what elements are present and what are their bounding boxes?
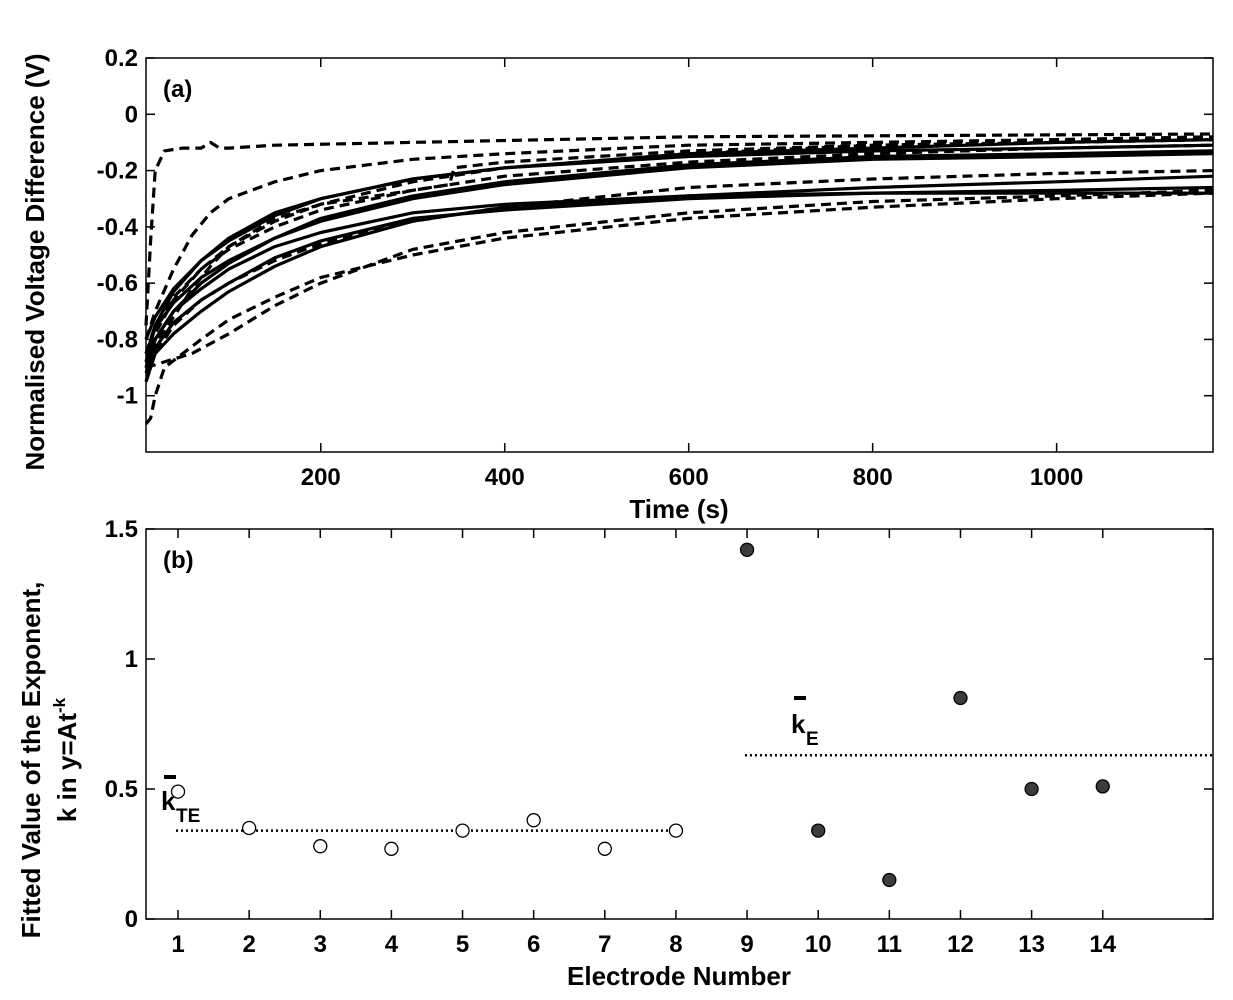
x-tick-label: 9 (740, 931, 753, 958)
filled-point-electrode-9 (739, 542, 755, 557)
y-tick-label: -0.8 (97, 326, 138, 353)
k-e-label-base: k (791, 709, 806, 739)
y-tick-label: 1.5 (105, 516, 138, 543)
panel-b-data-points (170, 542, 1110, 888)
filled-point-electrode-12 (953, 690, 968, 706)
x-tick-label: 4 (385, 931, 399, 958)
mean-label-k-e: k E (791, 696, 819, 750)
x-tick-label: 1 (171, 931, 184, 958)
panel-a-x-axis-label: Time (s) (629, 494, 728, 524)
series-line-8 (144, 138, 1214, 363)
x-tick-label: 600 (669, 464, 709, 491)
y-tick-label: 0 (125, 906, 138, 933)
open-point-electrode-7 (597, 841, 612, 856)
panel-b-y-axis-label-line-1: Fitted Value of the Exponent, (16, 582, 46, 939)
panel-a-y-ticks: 0.2 0 -0.2 -0.4 -0.6 -0.8 -1 (97, 45, 1213, 410)
x-tick-label: 200 (301, 464, 341, 491)
filled-point-electrode-14 (1095, 779, 1110, 794)
series-line-13 (144, 149, 1214, 369)
panel-a: 200 400 600 800 1000 0.20-0.2-0.4-0.6-0.8-1 … (20, 45, 1214, 524)
series-line-14 (144, 152, 1214, 355)
x-tick-label: 2 (242, 931, 255, 958)
x-tick-label: 6 (527, 931, 540, 958)
panel-b-y-axis-label-line-2-text: k in y=At-k (50, 697, 82, 822)
series-line-6 (144, 143, 1214, 354)
series-line-7 (144, 169, 1214, 383)
series-line-15 (144, 143, 1214, 341)
x-tick-label: 8 (669, 931, 682, 958)
y-tick-label: 1 (125, 646, 138, 673)
open-point-electrode-5 (455, 823, 470, 838)
panel-a-plot-frame (145, 57, 1214, 453)
x-tick-label: 800 (853, 464, 893, 491)
x-tick-label: 5 (456, 931, 469, 958)
y-tick-label: -1 (117, 383, 138, 410)
panel-b-x-ticks: 1 2 3 4 5 6 7 8 9 10 11 12 13 14 (171, 529, 1117, 958)
panel-b-label: (b) (163, 547, 194, 574)
x-tick-label: 7 (598, 931, 611, 958)
panel-b: 1 2 3 4 5 6 7 8 9 10 11 12 13 14 00.511.5 (b) k TE k … (16, 516, 1214, 991)
filled-point-electrode-11 (882, 872, 897, 888)
k-te-label-subscript: TE (176, 806, 200, 827)
open-point-electrode-3 (313, 839, 328, 854)
k-e-label-subscript: E (806, 729, 819, 750)
y-tick-label: -0.6 (97, 270, 138, 297)
y-tick-label: -0.4 (97, 214, 139, 241)
filled-point-electrode-10 (811, 823, 826, 838)
y-tick-label: 0 (125, 101, 138, 128)
y-tick-label: 0.5 (105, 776, 138, 803)
series-line-9 (144, 174, 1214, 383)
y-tick-label: -0.2 (97, 158, 138, 185)
panel-a-y-axis-label: Normalised Voltage Difference (V) (20, 53, 50, 470)
k-te-label-base: k (161, 786, 176, 816)
panel-a-series-lines (144, 132, 1214, 425)
y-tick-label: 0.2 (105, 45, 138, 72)
y-label-formula: k in y=At (52, 713, 82, 822)
k-e-bar-mark (794, 696, 806, 700)
panel-a-label: (a) (163, 76, 192, 103)
x-tick-label: 13 (1018, 931, 1045, 958)
open-point-electrode-2 (241, 820, 257, 836)
k-te-bar-mark (164, 775, 176, 779)
open-point-electrode-4 (384, 841, 399, 856)
panel-b-mean-lines (176, 753, 1213, 832)
panel-a-x-ticks: 200 400 600 800 1000 (301, 58, 1083, 491)
series-line-2 (144, 135, 1214, 340)
panel-b-plot-frame (145, 528, 1214, 920)
x-tick-label: 14 (1089, 931, 1116, 958)
open-point-electrode-8 (668, 823, 684, 838)
open-point-electrode-1 (170, 784, 186, 799)
series-line-4 (145, 188, 1214, 370)
series-line-1 (144, 132, 1214, 326)
panel-b-x-axis-label: Electrode Number (567, 961, 791, 991)
x-tick-label: 1000 (1030, 464, 1083, 491)
open-point-electrode-6 (526, 813, 541, 828)
x-tick-label: 10 (805, 931, 832, 958)
x-tick-label: 400 (485, 464, 525, 491)
panel-b-y-axis-label-line-2: k in y=At-k (50, 697, 82, 822)
series-line-3 (144, 191, 1214, 425)
panel-b-y-ticks: 0 0.5 1 1.5 (105, 516, 1213, 933)
filled-point-electrode-13 (1024, 781, 1039, 797)
x-tick-label: 3 (314, 931, 327, 958)
y-label-exponent: -k (50, 697, 69, 713)
mean-label-k-te: k TE (161, 775, 200, 827)
x-tick-label: 11 (877, 931, 902, 958)
x-tick-label: 12 (947, 931, 974, 958)
